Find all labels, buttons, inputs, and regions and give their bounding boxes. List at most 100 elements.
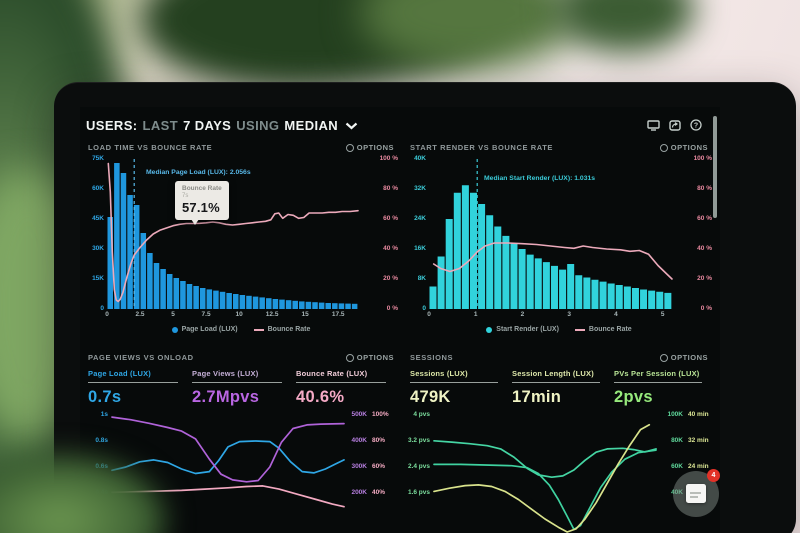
x-axis-tick: 5 <box>171 311 175 318</box>
y-axis-tick: 300K 60% <box>351 463 386 470</box>
gear-icon <box>345 353 354 362</box>
panel-title: SESSIONS <box>410 353 454 362</box>
x-axis-tick: 0 <box>427 311 431 318</box>
x-axis-tick: 17.5 <box>331 311 345 318</box>
metric-value: 2.7Mpvs <box>192 388 260 406</box>
tooltip-x-value: 7s <box>182 193 189 199</box>
options-button[interactable]: OPTIONS <box>345 143 394 152</box>
header-last-label: LAST <box>142 117 179 133</box>
metric-value: 2pvs <box>614 388 653 406</box>
panel-title: LOAD TIME VS BOUNCE RATE <box>88 143 213 152</box>
y-axis-tick: 32K <box>414 185 426 192</box>
y-axis-tick: 100K 40 min <box>667 411 709 418</box>
y-axis-left: 40K 32K 24K 16K 8K 0 <box>404 155 426 313</box>
y-axis-tick: 40 % <box>383 245 398 252</box>
chat-bubble-icon <box>686 484 706 503</box>
metric-label: Page Load (LUX) <box>88 369 152 378</box>
panel-start-render: START RENDER VS BOUNCE RATE OPTIONS 40K 3… <box>404 139 714 349</box>
panel-page-views: PAGE VIEWS VS ONLOAD OPTIONS Page Load (… <box>82 349 400 533</box>
metric-session-length: Session Length (LUX) 17min <box>512 369 608 407</box>
panel-title: START RENDER VS BOUNCE RATE <box>410 143 554 152</box>
metric-value: 0.7s <box>88 388 122 406</box>
options-button[interactable]: OPTIONS <box>345 353 394 362</box>
y-axis-left: 4 pvs 3.2 pvs 2.4 pvs 1.6 pvs <box>404 411 430 497</box>
metric-bounce-rate: Bounce Rate (LUX) 40.6% <box>296 369 394 407</box>
sessions-line-chart[interactable] <box>433 409 657 533</box>
legend-item[interactable]: Bounce Rate <box>253 326 311 333</box>
legend-item[interactable]: Page Load (LUX) <box>171 326 238 333</box>
y-axis-tick: 3.2 pvs <box>407 437 430 444</box>
y-axis-tick: 100 % <box>693 155 712 162</box>
x-axis-tick: 0 <box>105 311 109 318</box>
start-render-histogram-chart[interactable] <box>429 159 673 310</box>
metric-label: PVs Per Session (LUX) <box>614 369 700 378</box>
median-annotation: Median Start Render (LUX): 1.031s <box>484 175 596 182</box>
metric-page-load: Page Load (LUX) 0.7s <box>88 369 186 407</box>
metric-value: 40.6% <box>296 388 345 406</box>
x-axis-tick: 3 <box>567 311 571 318</box>
legend-line-swatch <box>574 328 585 331</box>
header-aggregation-value[interactable]: MEDIAN <box>284 117 339 133</box>
header-icon-group: ? <box>647 119 702 131</box>
share-icon[interactable] <box>669 119 681 131</box>
y-axis-tick: 60K <box>92 185 104 192</box>
gear-icon <box>659 353 668 362</box>
load-time-histogram-chart[interactable] <box>107 159 359 309</box>
legend-label: Bounce Rate <box>267 326 311 333</box>
tooltip-title: Bounce Rate <box>182 185 222 192</box>
y-axis-tick: 0 % <box>700 305 712 312</box>
y-axis-tick: 20 % <box>383 275 398 282</box>
legend-line-swatch <box>253 328 264 331</box>
notification-badge: 4 <box>707 469 720 482</box>
help-icon[interactable]: ? <box>690 119 702 131</box>
y-axis-tick: 400K 80% <box>351 437 386 444</box>
panel-sessions: SESSIONS OPTIONS Sessions (LUX) 479K Ses… <box>404 349 714 533</box>
y-axis-right: 100 % 80 % 60 % 40 % 20 % 0 % <box>678 155 712 313</box>
metric-divider <box>192 382 283 383</box>
x-axis-tick: 1 <box>473 311 478 318</box>
monitor-icon[interactable] <box>647 119 660 131</box>
options-label: OPTIONS <box>670 353 708 362</box>
svg-text:?: ? <box>694 122 698 129</box>
legend-label: Start Render (LUX) <box>496 326 559 333</box>
metric-divider <box>296 382 387 383</box>
y-axis-tick: 0.8s <box>95 437 108 444</box>
y-axis-tick: 16K <box>414 245 426 252</box>
chart-legend: Page Load (LUX) Bounce Rate <box>82 326 400 333</box>
y-axis-tick: 60K 24 min <box>671 463 709 470</box>
options-button[interactable]: OPTIONS <box>659 143 708 152</box>
metric-divider <box>410 382 499 383</box>
chat-widget-button[interactable]: 4 <box>673 469 720 517</box>
laptop-frame: USERS: LAST 7 DAYS USING MEDIAN <box>54 82 796 533</box>
scrollbar[interactable] <box>713 116 717 218</box>
x-axis-tick: 2 <box>520 311 525 318</box>
gear-icon <box>659 143 668 152</box>
y-axis-tick: 0 % <box>386 305 398 312</box>
metric-sessions: Sessions (LUX) 479K <box>410 369 506 407</box>
chart-tooltip: Bounce Rate 7s 57.1% <box>175 181 229 225</box>
y-axis-tick: 45K <box>92 215 104 222</box>
y-axis-left: 75K 60K 45K 30K 15K 0 <box>82 155 104 313</box>
legend-dot-swatch <box>171 326 178 333</box>
y-axis-tick: 40 % <box>697 245 712 252</box>
metric-label: Bounce Rate (LUX) <box>296 369 368 378</box>
y-axis-right: 500K 100% 400K 80% 300K 60% 200K 40% <box>346 411 398 497</box>
x-axis-tick: 12.5 <box>265 311 279 318</box>
options-label: OPTIONS <box>356 353 394 362</box>
legend-item[interactable]: Bounce Rate <box>574 326 632 333</box>
page-views-line-chart[interactable] <box>111 409 345 533</box>
chevron-down-icon[interactable] <box>345 122 358 130</box>
metric-label: Page Views (LUX) <box>192 369 259 378</box>
x-axis-tick: 10 <box>235 311 243 318</box>
header-range-value[interactable]: 7 DAYS <box>183 117 232 133</box>
x-axis-tick: 2.5 <box>135 311 145 318</box>
legend-item[interactable]: Start Render (LUX) <box>486 326 559 333</box>
y-axis-tick: 60 % <box>383 215 398 222</box>
y-axis-tick: 40K <box>414 155 426 162</box>
metric-pvs-per-session: PVs Per Session (LUX) 2pvs <box>614 369 710 407</box>
x-axis: 0 2.5 5 7.5 10 12.5 15 17.5 <box>105 311 358 320</box>
y-axis-tick: 30K <box>92 245 104 252</box>
dashboard-header: USERS: LAST 7 DAYS USING MEDIAN <box>86 115 716 135</box>
options-button[interactable]: OPTIONS <box>659 353 708 362</box>
metric-value: 479K <box>410 388 451 406</box>
